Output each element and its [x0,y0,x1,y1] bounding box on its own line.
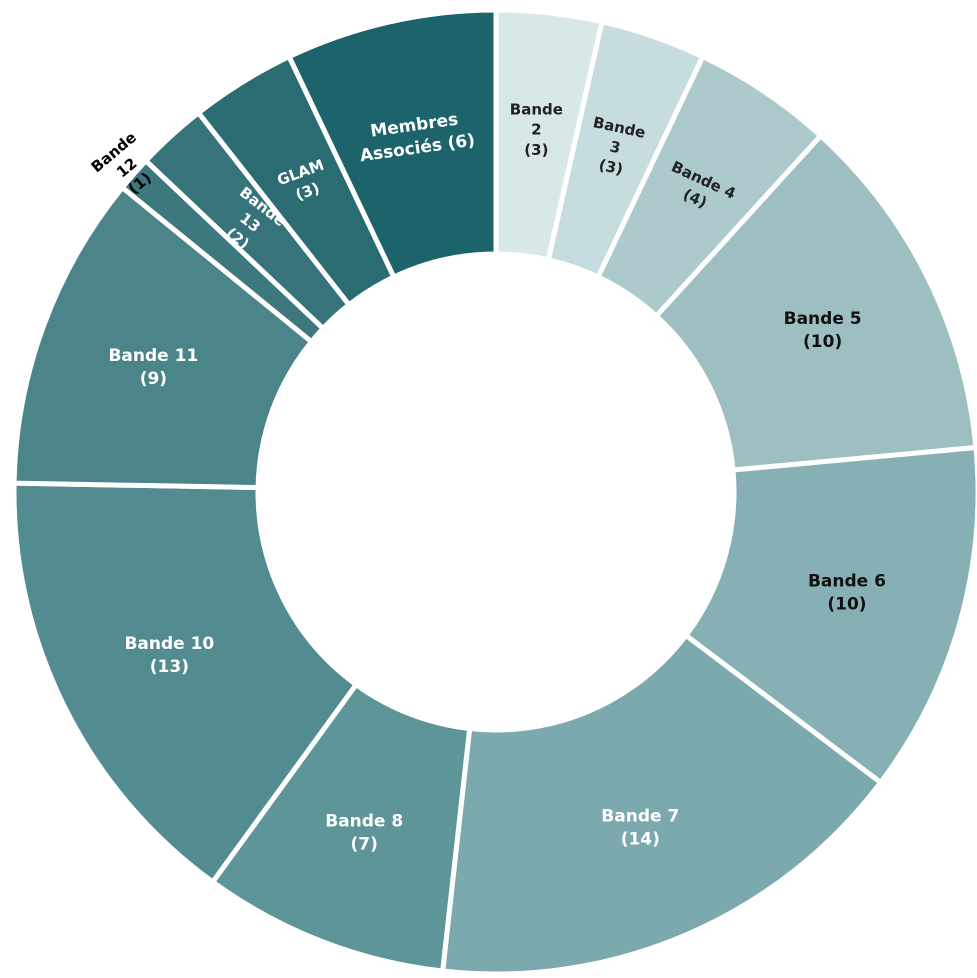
label-bande-7: Bande 7 (14) [601,807,679,850]
label-bande-11: Bande 11 (9) [108,346,198,389]
label-line: Bande 10 [124,634,214,654]
label-line: (10) [827,594,866,614]
label-line: (3) [597,156,624,179]
label-line: 2 [531,121,541,139]
label-line: (3) [524,141,548,159]
label-line: Bande 5 [784,309,862,329]
label-line: Bande [510,100,563,118]
slice-bande-6 [682,444,977,786]
label-bande-5: Bande 5 (10) [784,309,862,352]
slice-bande-7 [439,631,885,977]
label-bande-8: Bande 8 (7) [325,812,403,855]
label-line: Bande 6 [808,571,886,591]
slice-bande-5 [652,132,977,473]
label-line: (14) [621,830,660,850]
label-line: 3 [608,137,622,157]
label-line: (9) [140,369,167,389]
slice-bande-10 [11,480,360,886]
label-line: (7) [351,835,378,855]
label-line: Bande 7 [601,807,679,827]
label-line: Bande 8 [325,812,403,832]
label-bande-2: Bande 2 (3) [510,100,563,158]
slice-membres-associes [285,7,499,281]
slice-bande-11 [11,183,316,491]
label-bande-6: Bande 6 (10) [808,571,886,614]
label-line: (10) [803,332,842,352]
label-line: (13) [150,657,189,677]
donut-slices [11,7,977,977]
label-bande-10: Bande 10 (13) [124,634,214,677]
label-line: Bande 11 [108,346,198,366]
